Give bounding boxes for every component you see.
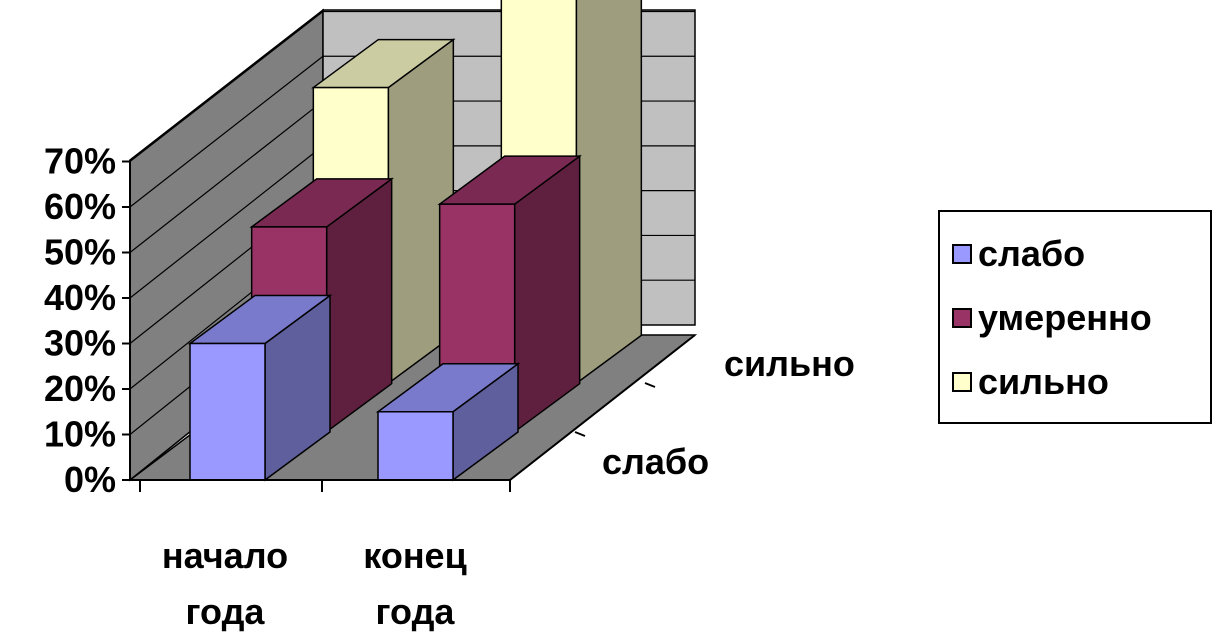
bar [187,294,333,482]
legend-item-moderate: умеренно [952,297,1152,338]
depth-axis-line [509,334,696,481]
y-tick-label: 60% [44,186,116,227]
y-tick-label: 70% [44,141,116,182]
x-category-label: года [376,591,456,632]
legend-item-weak: слабо [952,233,1086,274]
depth-labels: слабо сильно [574,343,855,482]
bar [375,362,521,482]
depth-tick-mark [644,382,656,388]
legend-label: сильно [978,361,1109,402]
y-tick-label: 30% [44,323,116,364]
bar-side [575,0,643,385]
bar-front [377,411,454,481]
depth-label: слабо [602,441,709,482]
legend-swatch [952,308,972,328]
legend: слабо умеренно сильно [938,210,1212,424]
x-category-label: года [186,591,266,632]
y-ticks: 0%10% 20%30% 40%50% 60%70% [44,141,130,500]
x-category-label: начало [162,535,288,576]
y-tick-label: 20% [44,368,116,409]
y-tick-label: 40% [44,277,116,318]
x-labels: начало года конец года [139,480,511,632]
legend-item-strong: сильно [952,361,1109,402]
y-tick-label: 50% [44,232,116,273]
legend-label: слабо [978,233,1086,274]
legend-swatch [952,372,972,392]
depth-tick-mark [574,431,586,437]
y-tick-label: 0% [64,459,116,500]
bars [187,0,643,482]
legend-swatch [952,244,972,264]
x-category-label: конец [363,535,466,576]
legend-label: умеренно [978,297,1152,338]
y-tick-label: 10% [44,414,116,455]
depth-label: сильно [724,343,855,384]
bar-front [189,342,266,481]
